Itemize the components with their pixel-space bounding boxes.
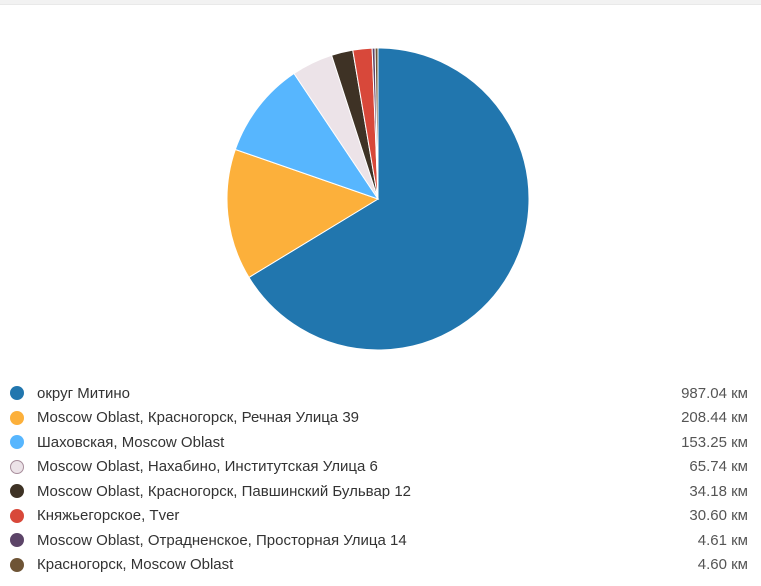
legend-swatch bbox=[10, 435, 24, 450]
legend: округ Митино 987.04 км Moscow Oblast, Крас… bbox=[10, 381, 751, 577]
pie-area bbox=[226, 47, 530, 351]
legend-value: 30.60 км bbox=[689, 507, 748, 525]
legend-swatch bbox=[10, 410, 24, 425]
legend-value: 987.04 км bbox=[681, 384, 748, 402]
legend-value: 4.61 км bbox=[697, 531, 748, 549]
legend-item[interactable]: Moscow Oblast, Красногорск, Речная Улица… bbox=[10, 406, 751, 431]
legend-label: Moscow Oblast, Красногорск, Павшинский Б… bbox=[37, 482, 412, 500]
legend-label: Moscow Oblast, Отрадненское, Просторная … bbox=[37, 531, 407, 549]
legend-label: Шаховская, Moscow Oblast bbox=[37, 433, 225, 451]
legend-item[interactable]: Шаховская, Moscow Oblast 153.25 км bbox=[10, 430, 751, 455]
legend-swatch bbox=[10, 459, 24, 474]
pie-slice[interactable] bbox=[226, 148, 380, 279]
legend-item[interactable]: Moscow Oblast, Красногорск, Павшинский Б… bbox=[10, 479, 751, 504]
legend-item[interactable]: Moscow Oblast, Нахабино, Институтская Ул… bbox=[10, 455, 751, 480]
legend-label: Moscow Oblast, Нахабино, Институтская Ул… bbox=[37, 458, 378, 476]
legend-value: 153.25 км bbox=[681, 433, 748, 451]
legend-label: округ Митино bbox=[37, 384, 130, 402]
legend-item[interactable]: округ Митино 987.04 км bbox=[10, 381, 751, 406]
legend-item[interactable]: Красногорск, Moscow Oblast 4.60 км bbox=[10, 553, 751, 578]
legend-value: 4.60 км bbox=[697, 556, 748, 574]
legend-swatch bbox=[10, 508, 24, 523]
legend-value: 208.44 км bbox=[681, 409, 748, 427]
legend-label: Moscow Oblast, Красногорск, Речная Улица… bbox=[37, 409, 360, 427]
pie-chart bbox=[226, 47, 530, 351]
legend-label: Княжьегорское, Tver bbox=[37, 507, 180, 525]
legend-value: 34.18 км bbox=[689, 482, 748, 500]
pie-slice[interactable] bbox=[374, 47, 379, 200]
legend-value: 65.74 км bbox=[689, 458, 748, 476]
pie-slice[interactable] bbox=[234, 72, 380, 200]
legend-item[interactable]: Moscow Oblast, Отрадненское, Просторная … bbox=[10, 528, 751, 553]
legend-swatch bbox=[10, 484, 24, 499]
legend-swatch bbox=[10, 557, 24, 572]
pie-slice[interactable] bbox=[248, 47, 530, 351]
top-divider bbox=[0, 0, 761, 5]
legend-swatch bbox=[10, 533, 24, 548]
legend-swatch bbox=[10, 386, 24, 401]
legend-item[interactable]: Княжьегорское, Tver 30.60 км bbox=[10, 504, 751, 529]
legend-label: Красногорск, Moscow Oblast bbox=[37, 556, 234, 574]
